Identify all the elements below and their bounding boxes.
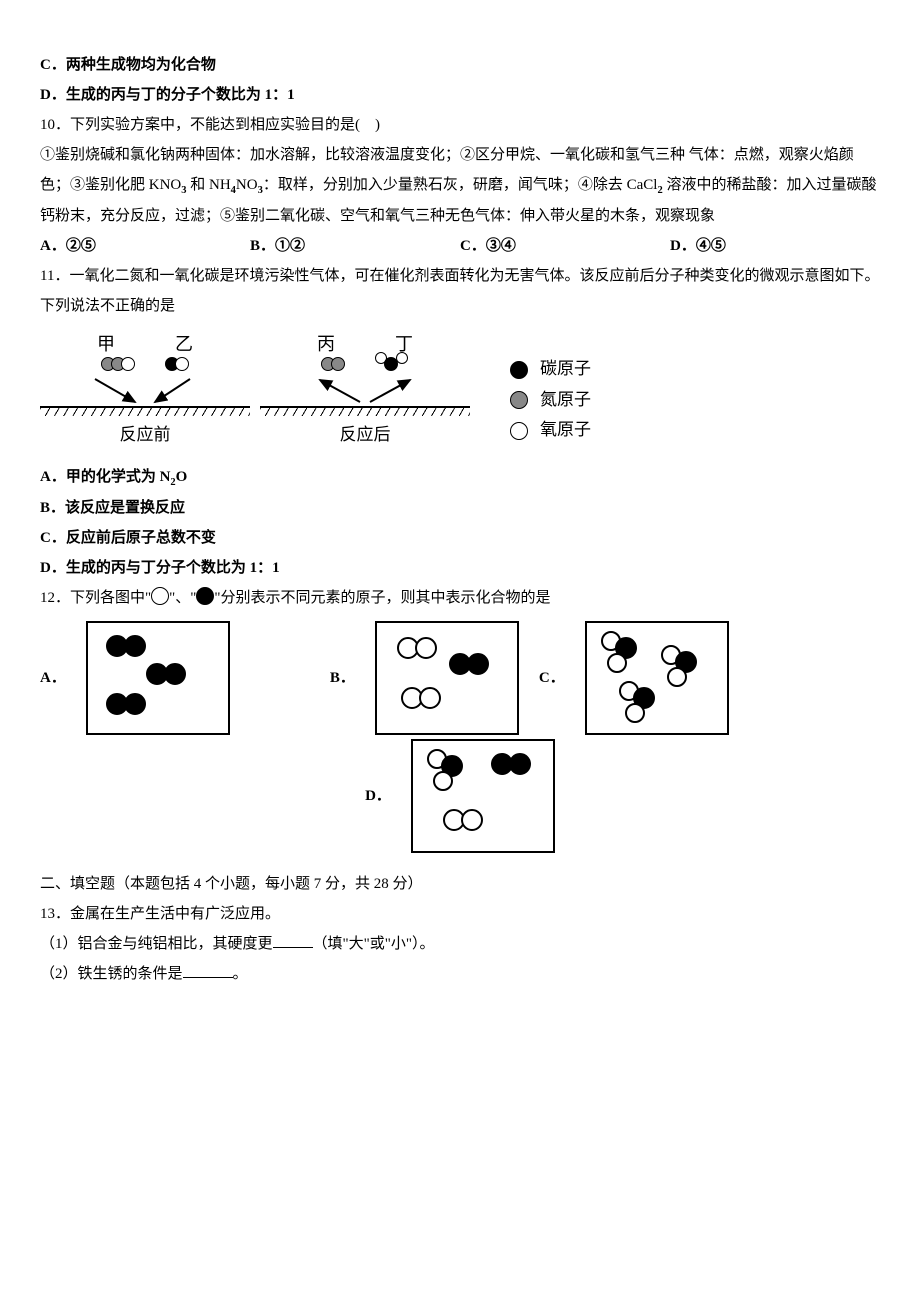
carbon-atom-icon bbox=[510, 361, 528, 379]
q12-option-d-label[interactable]: D． bbox=[365, 781, 391, 811]
black-atom-icon bbox=[196, 587, 214, 605]
legend-n: 氮原子 bbox=[540, 390, 591, 409]
q12-option-b-label[interactable]: B． bbox=[330, 663, 355, 693]
after-caption: 反应后 bbox=[260, 418, 470, 452]
q10-option-a[interactable]: A．②⑤ bbox=[40, 231, 250, 261]
q11-option-b[interactable]: B．该反应是置换反应 bbox=[40, 493, 880, 523]
q9-option-c: C．两种生成物均为化合物 bbox=[40, 50, 880, 80]
q13-blank-2[interactable] bbox=[183, 961, 233, 979]
q12-stem-post: "分别表示不同元素的原子，则其中表示化合物的是 bbox=[214, 590, 550, 606]
q10-body-1c: NO bbox=[236, 177, 258, 193]
q13-stem: 13．金属在生产生活中有广泛应用。 bbox=[40, 899, 880, 929]
q12-option-c-label[interactable]: C． bbox=[539, 663, 565, 693]
q12-box-b bbox=[375, 621, 519, 735]
q12-box-d bbox=[411, 739, 555, 853]
q10-body-1b: 和 NH bbox=[187, 177, 231, 193]
after-panel: 丙 丁 反应后 bbox=[260, 326, 470, 452]
nitrogen-atom-icon bbox=[510, 391, 528, 409]
before-panel: 甲 乙 反应前 bbox=[40, 326, 250, 452]
q13-p2a: （2）铁生锈的条件是 bbox=[40, 966, 183, 982]
q11-reaction-diagram: 甲 乙 反应前 丙 丁 bbox=[40, 326, 880, 452]
atom-legend: 碳原子 氮原子 氧原子 bbox=[510, 326, 591, 446]
molecule-n2o bbox=[101, 349, 135, 379]
q12-stem-mid: "、" bbox=[169, 590, 196, 606]
q12-stem-pre: 12．下列各图中" bbox=[40, 590, 151, 606]
q10-option-d[interactable]: D．④⑤ bbox=[670, 231, 880, 261]
legend-o: 氧原子 bbox=[540, 420, 591, 439]
q13-p1: （1）铝合金与纯铝相比，其硬度更 （填"大"或"小"）。 bbox=[40, 929, 880, 959]
q13-p2: （2）铁生锈的条件是 。 bbox=[40, 959, 880, 989]
section-2-header: 二、填空题（本题包括 4 个小题，每小题 7 分，共 28 分） bbox=[40, 869, 880, 899]
q13-p2b: 。 bbox=[233, 966, 248, 982]
q12-option-a-label[interactable]: A． bbox=[40, 663, 66, 693]
q11-option-a[interactable]: A．甲的化学式为 N2O bbox=[40, 462, 880, 493]
before-caption: 反应前 bbox=[40, 418, 250, 452]
q13-p1b: （填"大"或"小"）。 bbox=[313, 936, 435, 952]
q13-p1a: （1）铝合金与纯铝相比，其硬度更 bbox=[40, 936, 273, 952]
q11-a-2: O bbox=[176, 469, 188, 485]
white-atom-icon bbox=[151, 587, 169, 605]
q11-option-c[interactable]: C．反应前后原子总数不变 bbox=[40, 523, 880, 553]
q12-box-a bbox=[86, 621, 230, 735]
q13-blank-1[interactable] bbox=[273, 931, 313, 949]
q11-a-1: A．甲的化学式为 N bbox=[40, 469, 170, 485]
q11-option-d[interactable]: D．生成的丙与丁分子个数比为 1：1 bbox=[40, 553, 880, 583]
q10-option-b[interactable]: B．①② bbox=[250, 231, 460, 261]
molecule-n2 bbox=[321, 349, 345, 379]
molecule-co2 bbox=[375, 354, 409, 374]
q12-box-c bbox=[585, 621, 729, 735]
legend-c: 碳原子 bbox=[540, 359, 591, 378]
molecule-co bbox=[165, 349, 189, 379]
q9-option-d: D．生成的丙与丁的分子个数比为 1：1 bbox=[40, 80, 880, 110]
oxygen-atom-icon bbox=[510, 422, 528, 440]
q10-body: ①鉴别烧碱和氯化钠两种固体：加水溶解，比较溶液温度变化；②区分甲烷、一氧化碳和氢… bbox=[40, 140, 880, 231]
q10-stem: 10．下列实验方案中，不能达到相应实验目的是( ) bbox=[40, 110, 880, 140]
q11-stem: 11．一氧化二氮和一氧化碳是环境污染性气体，可在催化剂表面转化为无害气体。该反应… bbox=[40, 261, 880, 321]
q10-body-1d: ：取样，分别加入少量熟石灰，研磨，闻气味；④除去 CaCl bbox=[263, 177, 658, 193]
q12-stem: 12．下列各图中" "、" "分别表示不同元素的原子，则其中表示化合物的是 bbox=[40, 583, 880, 613]
label-ding: 丁 bbox=[395, 326, 413, 352]
q10-option-c[interactable]: C．③④ bbox=[460, 231, 670, 261]
